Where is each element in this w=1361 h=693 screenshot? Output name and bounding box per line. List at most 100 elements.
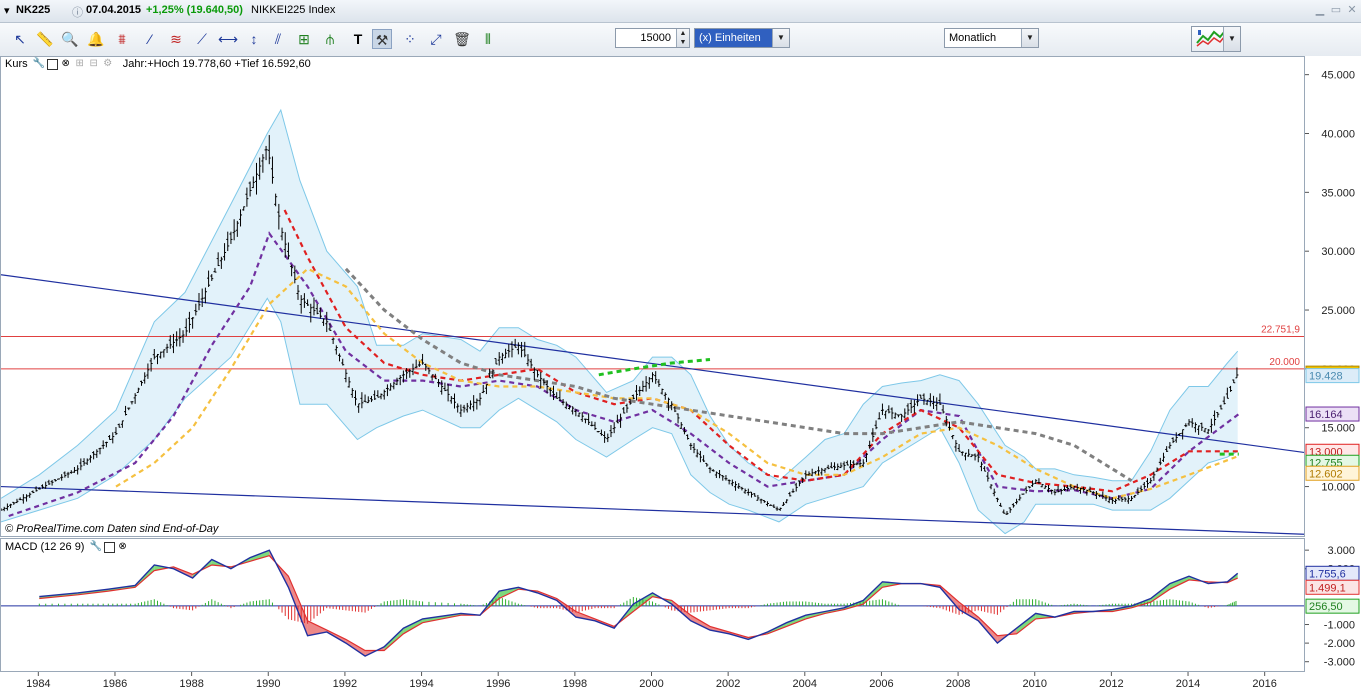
price-axis-label: 40.000: [1321, 128, 1355, 140]
close-circle-icon[interactable]: ⊗: [118, 541, 127, 553]
macd-value-tag: [1305, 598, 1360, 614]
alarm-icon[interactable]: 🔔: [87, 31, 105, 47]
macd-fill: [307, 620, 327, 636]
price-panel[interactable]: 22.751,9 20.000 Kurs 🔧 ⊗ ⊞ ⊟ ⚙ Jahr:+Hoch 19.…: [0, 56, 1305, 537]
channel-icon[interactable]: ≋: [170, 31, 182, 47]
moving-average-gray: [344, 267, 1133, 482]
title-bar: ▾ NK225 ⓘ 07.04.2015 +1,25% (19.640,50) …: [0, 0, 1361, 23]
macd-value-tag-label: 1.499,1: [1309, 582, 1346, 594]
price-axis-label: 35.000: [1321, 187, 1355, 199]
macd-line: [39, 549, 1239, 657]
macd-fill: [345, 639, 366, 657]
bars-icon[interactable]: ⫴: [485, 31, 491, 47]
trendline-icon[interactable]: ⟋: [197, 31, 207, 47]
chevron-down-icon[interactable]: ▼: [772, 29, 789, 47]
vertical-line-icon[interactable]: ↕: [250, 31, 258, 47]
x-axis-label: 2012: [1099, 678, 1123, 690]
units-input[interactable]: 15000 ▲ ▼: [615, 28, 690, 48]
x-axis-label: 2010: [1022, 678, 1046, 690]
horizontal-level-label: 20.000: [1269, 357, 1300, 368]
text-icon[interactable]: T: [353, 31, 363, 47]
x-axis-label: 1996: [486, 678, 510, 690]
macd-axis-label: -2.000: [1324, 638, 1355, 650]
horizontal-line-icon[interactable]: ⟷: [218, 31, 239, 47]
tools-icon[interactable]: ⚒: [372, 29, 392, 49]
expand-icon[interactable]: ⊞: [75, 58, 84, 70]
bollinger-upper-line: [1, 108, 1239, 499]
x-axis-svg: 1984 1986 1988 1990 1992 1994 1996 1998 2000 2002…: [26, 672, 1277, 690]
price-panel-label: Kurs: [5, 58, 28, 70]
pitchfork-icon[interactable]: ⫛: [325, 31, 335, 47]
price-value-tag-label: 16.164: [1309, 409, 1343, 421]
price-axis-label: 10.000: [1321, 482, 1355, 494]
macd-fill: [786, 615, 806, 627]
period-label: Monatlich: [949, 32, 997, 44]
gann-icon[interactable]: ⊞: [298, 31, 310, 47]
macd-fill: [250, 550, 270, 562]
price-panel-header: Kurs 🔧 ⊗ ⊞ ⊟ ⚙ Jahr:+Hoch 19.778,60 +Tief 16…: [5, 58, 311, 74]
parallel-icon[interactable]: ⫽: [274, 31, 282, 47]
price-axis-label: 15.000: [1321, 423, 1355, 435]
chevron-down-icon[interactable]: ▼: [1223, 27, 1240, 51]
trash-icon[interactable]: 🗑: [453, 31, 471, 47]
spinner-icon[interactable]: ▲ ▼: [676, 29, 689, 47]
macd-value-tag-label: 256,50: [1309, 601, 1343, 613]
close-icon[interactable]: ✕: [1347, 4, 1357, 16]
change-label: +1,25% (19.640,50): [146, 4, 243, 16]
fibonacci-icon[interactable]: ⩩: [118, 31, 126, 47]
macd-panel[interactable]: MACD (12 26 9) 🔧 ⊗: [0, 538, 1305, 672]
date-label: 07.04.2015: [86, 4, 142, 16]
macd-axis: 3.0002.000-1.000-2.000-3.0001.755,61.499…: [1305, 538, 1361, 672]
price-value-tag: [1305, 465, 1360, 481]
wrench-icon[interactable]: 🔧: [89, 541, 102, 553]
ray-icon[interactable]: ⤢: [430, 31, 442, 47]
x-axis-label: 1998: [563, 678, 587, 690]
macd-axis-label: -1.000: [1324, 620, 1355, 632]
macd-fill: [1169, 576, 1190, 590]
x-axis-label: 1990: [256, 678, 280, 690]
macd-fill: [1150, 583, 1170, 603]
trendline: [1, 274, 1304, 454]
cursor-icon[interactable]: ↖: [14, 31, 26, 47]
chart-style-button[interactable]: ▼: [1191, 26, 1241, 52]
x-axis-label: 1986: [103, 678, 127, 690]
trendline: [1, 485, 1304, 535]
macd-axis-label: -3.000: [1324, 657, 1355, 669]
price-axis-svg: 45.00040.00035.00030.00025.00020.00015.0…: [1305, 70, 1360, 494]
macd-axis-svg: 3.0002.000-1.000-2.000-3.0001.755,61.499…: [1305, 545, 1360, 669]
settings-icon[interactable]: ⚙: [103, 58, 113, 70]
ruler-icon[interactable]: 📏: [36, 31, 54, 47]
price-axis-label: 45.000: [1321, 70, 1355, 82]
line-icon[interactable]: ⁄: [148, 31, 152, 47]
collapse-icon[interactable]: ⊟: [89, 58, 98, 70]
price-chart[interactable]: 22.751,9 20.000: [1, 57, 1304, 536]
minimize-icon[interactable]: ▁: [1315, 4, 1325, 16]
price-value-tag: [1305, 406, 1360, 422]
wrench-icon[interactable]: 🔧: [32, 58, 46, 70]
price-axis-label: 25.000: [1321, 305, 1355, 317]
window-icon[interactable]: [46, 58, 58, 70]
zoom-icon[interactable]: 🔍: [61, 31, 79, 47]
moving-average-green: [598, 358, 711, 377]
maximize-icon[interactable]: ▭: [1330, 4, 1342, 16]
symbol-label[interactable]: NK225: [16, 4, 51, 16]
close-circle-icon[interactable]: ⊗: [61, 58, 70, 70]
window-icon[interactable]: [103, 541, 115, 553]
chevron-down-icon[interactable]: ▼: [1021, 29, 1038, 47]
price-axis-label: 30.000: [1321, 246, 1355, 258]
x-axis-label: 1994: [409, 678, 433, 690]
macd-chart[interactable]: [1, 539, 1304, 671]
units-mode-select[interactable]: (x) Einheiten ▼: [694, 28, 790, 48]
x-axis-label: 1984: [26, 678, 50, 690]
chart-style-icon: [1196, 30, 1226, 47]
x-axis-label: 2004: [793, 678, 817, 690]
point-icon[interactable]: ⁘: [404, 31, 416, 47]
x-axis-label: 2008: [946, 678, 970, 690]
menu-arrow-icon[interactable]: ▾: [4, 5, 10, 17]
macd-fill: [288, 576, 308, 636]
toolbar: ↖ 📏 🔍 🔔 ⩩ ⁄ ≋ ⟋ ⟷ ↕ ⫽ ⊞ ⫛ T ⚒ ⁘ ⤢ 🗑 ⫴ 15…: [0, 23, 1361, 57]
info-icon[interactable]: ⓘ: [72, 7, 83, 19]
price-value-tag-label: 19.428: [1309, 371, 1343, 383]
x-axis-label: 1988: [179, 678, 203, 690]
period-select[interactable]: Monatlich ▼: [944, 28, 1039, 48]
